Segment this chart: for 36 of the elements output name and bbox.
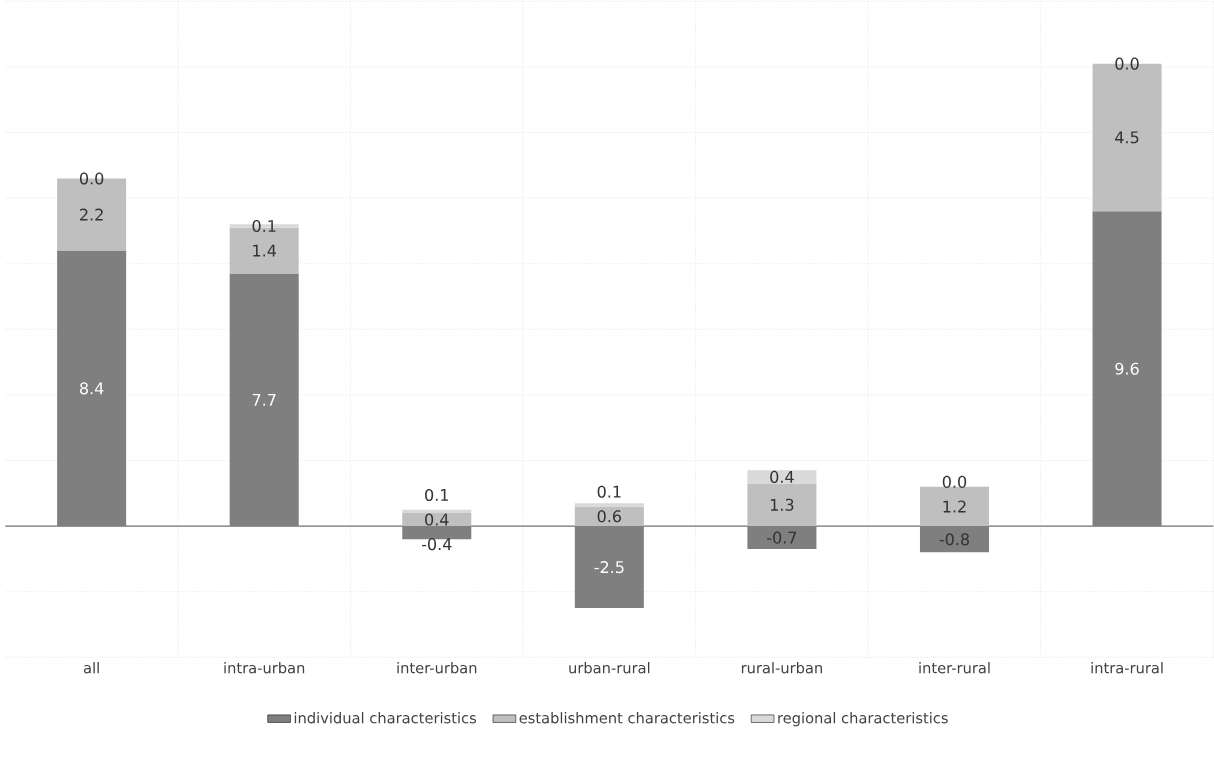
data-label: -0.8 (939, 533, 969, 546)
data-label: 0.4 (770, 470, 794, 483)
data-label: 1.4 (253, 244, 277, 257)
data-label: 0.1 (252, 219, 276, 233)
data-label: 9.6 (1115, 362, 1139, 375)
bar (747, 483, 817, 527)
x-tick-label: inter-rural (919, 662, 990, 674)
data-label: 8.4 (79, 382, 104, 395)
data-label: 2.2 (80, 208, 103, 221)
bar (919, 486, 989, 527)
x-tick-label: intra-urban (224, 662, 305, 674)
data-label: 0.4 (425, 513, 449, 526)
data-label: -0.4 (421, 538, 452, 551)
data-label: 4.5 (1115, 131, 1139, 144)
bar (574, 506, 644, 527)
data-label: 0.1 (597, 485, 621, 498)
bar (574, 503, 644, 507)
legend-label: individual characteristics (294, 712, 477, 724)
x-tick-label: rural-urban (741, 662, 822, 674)
data-label: 1.3 (770, 498, 794, 511)
legend-label: establishment characteristics (519, 712, 735, 724)
data-label: 0.0 (79, 172, 104, 185)
data-label: 0.6 (597, 510, 622, 523)
data-label: 1.2 (943, 500, 966, 513)
legend-label: regional characteristics (778, 712, 948, 727)
x-tick-label: inter-urban (397, 662, 477, 674)
data-label: 0.1 (425, 488, 449, 502)
data-label: 0.0 (942, 475, 967, 488)
data-label: 0.0 (1115, 57, 1139, 70)
bar (402, 509, 472, 513)
data-label: -0.7 (767, 531, 797, 544)
x-tick-label: all (83, 662, 99, 674)
data-label: 7.7 (252, 394, 276, 406)
x-tick-label: urban-rural (569, 662, 650, 674)
data-label: -2.5 (594, 561, 624, 574)
x-tick-label: intra-rural (1091, 662, 1163, 674)
